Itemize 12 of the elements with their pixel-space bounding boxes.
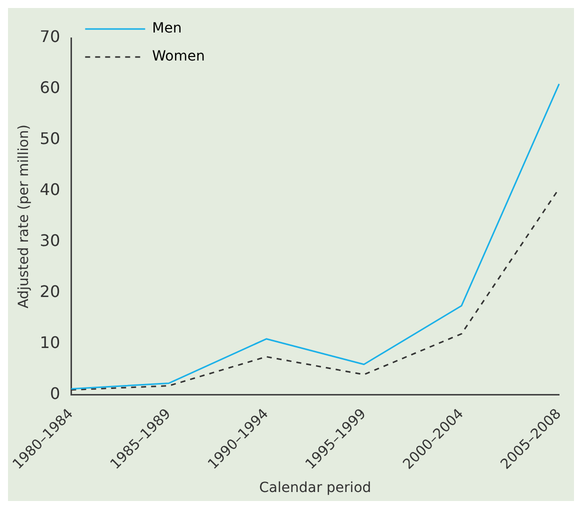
y-tick-label: 50 [40, 129, 60, 148]
legend-label: Men [152, 20, 182, 37]
y-tick-label: 40 [40, 180, 60, 200]
y-axis-title: Adjusted rate (per million) [16, 124, 32, 308]
y-tick-label: 20 [40, 282, 60, 302]
y-tick-label: 0 [50, 384, 60, 404]
y-tick-label: 30 [40, 231, 60, 250]
y-tick-label: 60 [40, 78, 60, 98]
y-tick-label: 10 [40, 333, 60, 352]
x-axis-title: Calendar period [259, 480, 372, 496]
y-tick-label: 70 [40, 27, 60, 46]
legend-label: Women [152, 48, 205, 65]
